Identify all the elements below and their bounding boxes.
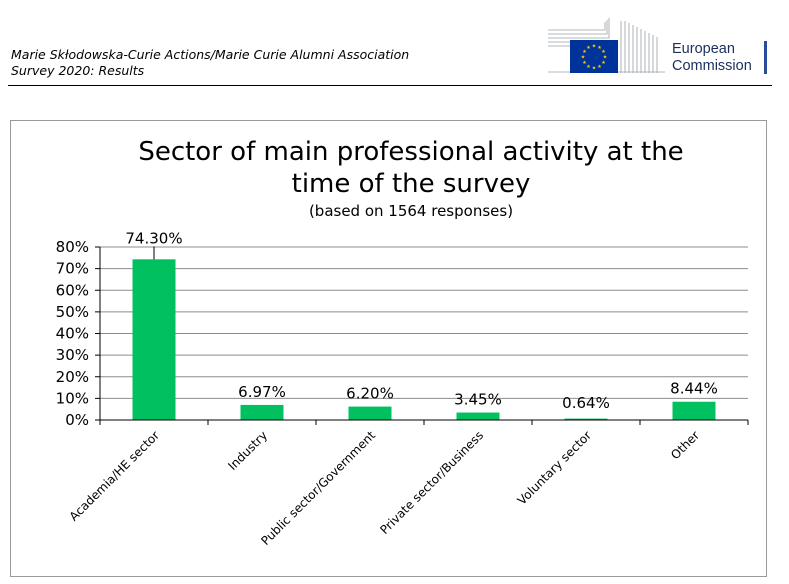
header-line-2: Survey 2020: Results — [11, 63, 145, 78]
x-category-label: Public sector/Government — [258, 428, 378, 548]
eu-star-icon: ★ — [603, 55, 608, 61]
chart-title-line-1: Sector of main professional activity at … — [138, 137, 683, 167]
gridlines — [100, 246, 748, 399]
y-tick-label: 20% — [56, 368, 89, 386]
logo-accent-bar — [764, 41, 767, 74]
header-divider — [8, 85, 772, 86]
eu-stars-icon: ★ ★★★★★★★★★★★ — [581, 44, 608, 72]
data-label-2: 6.20% — [346, 385, 394, 403]
y-tick-label: 40% — [56, 325, 89, 343]
data-labels: 74.30% 6.97% 6.20% 3.45% 0.64% 8.44% — [125, 229, 717, 412]
logo-line-2: Commission — [672, 58, 752, 74]
data-label-5: 8.44% — [670, 380, 718, 398]
eu-star-icon: ★ — [597, 45, 602, 51]
data-label-0: 74.30% — [125, 229, 182, 247]
eu-star-icon: ★ — [592, 66, 597, 72]
survey-header: Marie Skłodowska-Curie Actions/Marie Cur… — [11, 47, 409, 79]
eu-star-icon: ★ — [597, 64, 602, 70]
x-category-label: Voluntary sector — [515, 428, 594, 507]
header-line-1: Marie Skłodowska-Curie Actions/Marie Cur… — [11, 47, 410, 62]
chart-subtitle: (based on 1564 responses) — [309, 202, 513, 220]
x-category-label: Other — [668, 428, 702, 462]
bar-2 — [348, 406, 392, 420]
x-category-label: Industry — [225, 428, 270, 473]
eu-star-icon: ★ — [582, 49, 587, 55]
y-tick-label: 80% — [56, 238, 89, 256]
eu-star-icon: ★ — [586, 64, 591, 70]
eu-star-icon: ★ — [601, 49, 606, 55]
chart-title-line-2: time of the survey — [292, 169, 531, 199]
logo-text: European Commission — [672, 41, 752, 75]
data-label-1: 6.97% — [238, 383, 286, 401]
eu-star-icon: ★ — [581, 55, 586, 61]
european-commission-logo: ★ ★★★★★★★★★★★ — [548, 18, 665, 73]
bar-3 — [456, 412, 500, 420]
chart-frame — [10, 120, 767, 577]
y-tick-label: 0% — [65, 411, 89, 429]
data-label-3: 3.45% — [454, 391, 502, 409]
eu-star-icon: ★ — [586, 45, 591, 51]
x-category-label: Academia/HE sector — [67, 428, 163, 524]
y-tick-label: 30% — [56, 346, 89, 364]
eu-star-icon: ★ — [582, 60, 587, 66]
x-category-label: Private sector/Business — [377, 428, 486, 537]
eu-star-icon: ★ — [592, 44, 597, 50]
bar-5 — [672, 401, 716, 420]
bar-0 — [132, 259, 176, 420]
y-tick-label: 70% — [56, 260, 89, 278]
logo-building-lines-icon — [548, 18, 665, 73]
y-tick-label: 60% — [56, 281, 89, 299]
logo-line-1: European — [672, 41, 735, 57]
eu-star-icon: ★ — [601, 60, 606, 66]
bar-4 — [564, 418, 608, 420]
y-tick-label: 10% — [56, 389, 89, 407]
bar-1 — [240, 404, 284, 420]
eu-flag-icon — [570, 40, 618, 73]
y-tick-label: 50% — [56, 303, 89, 321]
data-label-4: 0.64% — [562, 394, 610, 412]
y-axis: 0% 10% 20% 30% 40% 50% 60% 70% 80% — [56, 238, 101, 429]
bars — [132, 259, 716, 420]
